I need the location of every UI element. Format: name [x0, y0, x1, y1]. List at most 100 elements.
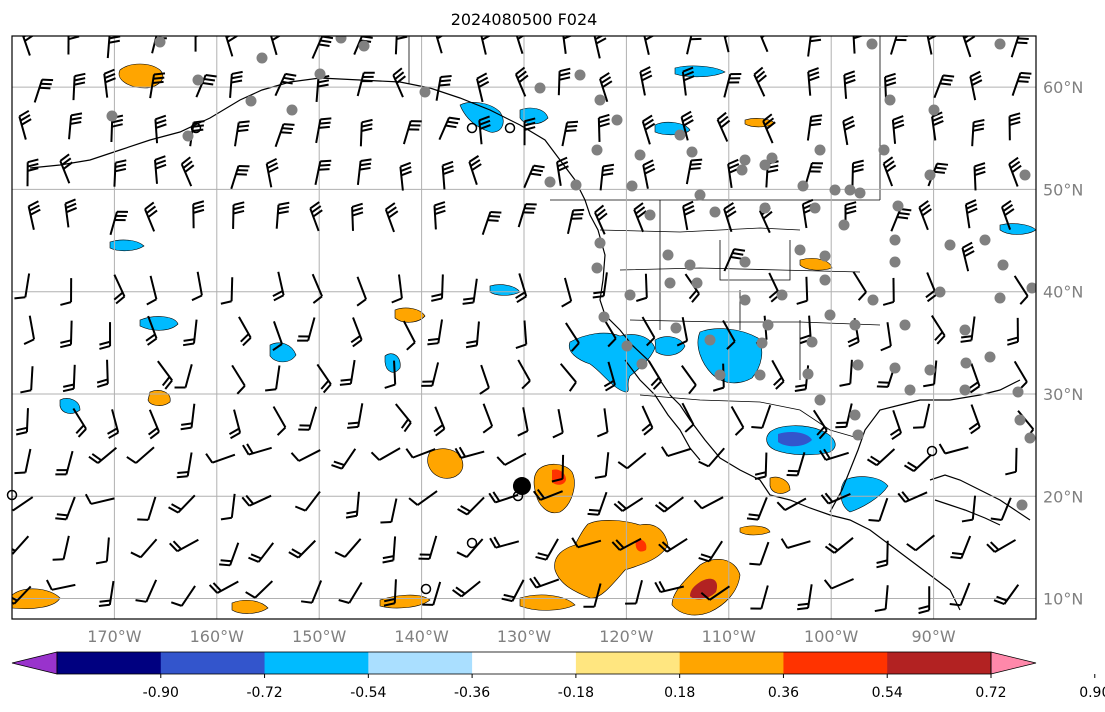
station-dot [1019, 169, 1031, 181]
wind-barb [107, 409, 120, 439]
station-dot [704, 334, 716, 346]
wind-barb [643, 36, 655, 55]
station-dot [997, 259, 1009, 271]
longitude-labels: 170°W 160°W 150°W 140°W 130°W 120°W 110°W 100°W… [87, 627, 956, 646]
wind-barb [438, 116, 461, 141]
wind-barb [993, 584, 1020, 606]
wind-barb [157, 360, 173, 390]
station-dot [534, 82, 546, 94]
political-borders [408, 36, 881, 439]
wind-barb [698, 447, 725, 468]
station-dot [1026, 282, 1036, 294]
station-dot [1012, 386, 1024, 398]
wind-barb [557, 67, 571, 96]
wind-barb [272, 321, 283, 352]
station-dot [794, 244, 806, 256]
station-dot [809, 202, 821, 214]
station-dot [892, 200, 904, 212]
wind-barb [149, 72, 166, 99]
station-dot [739, 154, 751, 166]
wind-barb [298, 406, 318, 431]
wind-barb [890, 208, 912, 232]
wind-barb [641, 316, 656, 347]
station-dot [889, 362, 901, 374]
wind-barb [457, 496, 485, 516]
station-dot [314, 68, 326, 80]
wind-barb [535, 538, 559, 561]
station-dot [1024, 432, 1036, 444]
station-dot [664, 277, 676, 289]
station-dot [739, 294, 751, 306]
station-dot [979, 234, 991, 246]
wind-barb [297, 317, 316, 342]
wind-barb [22, 36, 34, 56]
wind-barb [603, 361, 616, 392]
contour-blob [769, 476, 791, 494]
contour-blob [394, 307, 426, 323]
wind-barb [776, 497, 807, 511]
wind-barb [103, 68, 116, 98]
wind-barb [64, 198, 78, 228]
wind-barb [680, 110, 694, 141]
wind-barb [208, 580, 239, 594]
wind-barb [219, 542, 240, 567]
wind-barb [454, 446, 485, 459]
wind-barb [488, 491, 519, 504]
wind-barb [174, 364, 193, 389]
wind-barb [874, 585, 889, 613]
colorbar-tick-label: -0.72 [246, 685, 282, 701]
wind-barb [1010, 36, 1029, 58]
station-dot [335, 36, 347, 44]
wind-barb [949, 582, 971, 607]
station-dot [691, 277, 703, 289]
wind-barb [234, 120, 250, 147]
wind-barb [229, 70, 243, 98]
lon-tick-label: 160°W [190, 627, 245, 646]
wind-barb [1007, 317, 1019, 346]
wind-barb [625, 579, 643, 605]
wind-barb [918, 586, 931, 615]
wind-barb [611, 537, 642, 551]
wind-barb [270, 36, 282, 56]
station-dot [182, 130, 194, 142]
lon-tick-label: 120°W [599, 627, 654, 646]
wind-barb [59, 153, 73, 184]
wind-barb [969, 70, 983, 101]
wind-barb [682, 200, 696, 231]
lon-tick-label: 150°W [292, 627, 347, 646]
lon-tick-label: 130°W [497, 627, 552, 646]
station-dot [959, 384, 971, 396]
wind-barb [130, 538, 158, 559]
wind-barb [950, 535, 972, 560]
station-ring [466, 537, 478, 549]
wind-barb [98, 580, 115, 607]
wind-barb [18, 109, 32, 140]
lat-tick-label: 60°N [1043, 78, 1083, 97]
wind-barb [806, 114, 823, 141]
station-dot [814, 394, 826, 406]
wind-barb [552, 408, 564, 439]
station-dot [544, 176, 556, 188]
station-ring [504, 122, 516, 134]
wind-barb [599, 72, 613, 103]
wind-barb [968, 404, 981, 435]
wind-barb [532, 488, 563, 501]
wind-barb [180, 156, 195, 187]
wind-barb [754, 452, 768, 481]
station-dot [594, 94, 606, 106]
contour-blob [231, 599, 269, 614]
wind-barb [698, 540, 723, 563]
wind-barb [14, 273, 31, 300]
wind-barb [962, 36, 976, 58]
wind-barb [462, 278, 478, 305]
wind-barb [647, 360, 663, 390]
wind-barb [933, 74, 955, 99]
station-dot [960, 357, 972, 369]
wind-barb [964, 199, 978, 229]
latitude-labels: 60°N 50°N 40°N 30°N 20°N 10°N [1043, 78, 1083, 608]
station-dot [670, 322, 682, 334]
station-dot [928, 104, 940, 116]
wind-barb [918, 200, 932, 231]
wind-barb [868, 497, 889, 522]
wind-barb [220, 277, 234, 305]
